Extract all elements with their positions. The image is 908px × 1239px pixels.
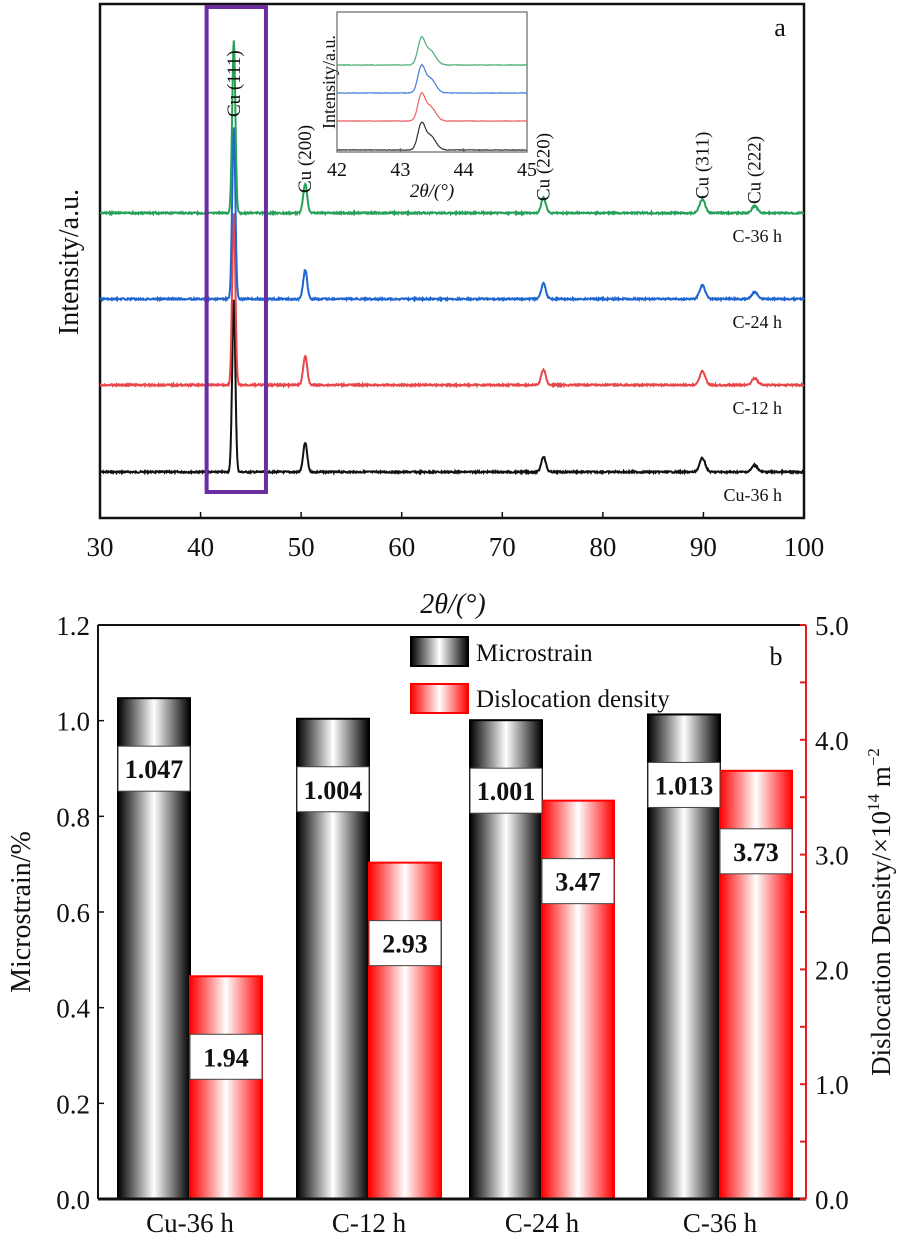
inset-plot: 42 43 44 45 Intensity/a.u. 2θ/(°) [319, 11, 537, 202]
right-y-ticks: 0.0 1.0 2.0 3.0 4.0 5.0 [800, 611, 849, 1215]
bar-panel: 1.047 1.94 1.004 2.93 1.001 3.47 1.013 3.73 0.0… [6, 611, 896, 1238]
category-label: Cu-36 h [146, 1208, 234, 1238]
peak-label: Cu (111) [224, 50, 245, 117]
inset-tick-label: 45 [517, 159, 537, 181]
peak-label: Cu (220) [534, 133, 555, 201]
legend: Microstrain Dislocation density [410, 636, 670, 714]
highlight-box-group [204, 5, 268, 494]
inset-tick-label: 43 [390, 159, 410, 181]
x-tick-label: 100 [784, 532, 825, 562]
inset-tick-label: 44 [454, 159, 474, 181]
left-tick-label: 0.6 [56, 898, 90, 928]
series-label: C-36 h [733, 226, 783, 246]
inset-trace [336, 63, 528, 95]
series-labels: Cu-36 h C-12 h C-24 h C-36 h [724, 226, 783, 505]
peak-label: Cu (222) [745, 136, 766, 204]
x-tick-label: 30 [87, 532, 114, 562]
data-label-box [368, 920, 442, 967]
xrd-panel: Cu (111) Cu (200) Cu (220) Cu (311) Cu (222)… [54, 2, 825, 620]
data-label-box [296, 766, 370, 813]
category-label: C-36 h [683, 1208, 758, 1238]
data-label-microstrain: 1.013 [655, 771, 714, 800]
bar-dislocation [368, 861, 442, 1200]
data-label-microstrain: 1.047 [125, 755, 184, 784]
panel-label-b: b [770, 642, 783, 671]
inset-traces [336, 36, 528, 152]
inset-trace [336, 91, 528, 123]
data-label-dislocation: 3.73 [733, 838, 779, 867]
xrd-y-axis-label: Intensity/a.u. [54, 189, 85, 335]
category-label: C-12 h [332, 1208, 407, 1238]
xrd-trace-c-36-h [99, 40, 805, 217]
x-tick-label: 80 [589, 532, 616, 562]
peak-label: Cu (311) [692, 132, 713, 199]
series-label: C-24 h [733, 312, 783, 332]
data-label-dislocation: 3.47 [555, 868, 601, 897]
x-tick-label: 60 [388, 532, 415, 562]
right-tick-label: 3.0 [815, 841, 849, 871]
data-label-microstrain: 1.001 [477, 777, 536, 806]
bar-marks: 1.047 1.94 1.004 2.93 1.001 3.47 1.013 3.73 [117, 697, 793, 1201]
series-label: Cu-36 h [724, 485, 783, 505]
inset-trace [336, 36, 528, 67]
inset-x-ticks: 42 43 44 45 [327, 148, 537, 181]
inset-y-axis-label: Intensity/a.u. [319, 35, 339, 129]
right-y-axis-label: Dislocation Density/×1014 m−2 [864, 748, 896, 1076]
data-label-dislocation: 2.93 [382, 930, 428, 959]
legend-swatch-microstrain [410, 636, 469, 667]
left-tick-label: 0.2 [56, 1089, 90, 1119]
category-label: C-24 h [505, 1208, 580, 1238]
xrd-traces [99, 40, 805, 477]
data-label-box [541, 858, 615, 905]
data-label-dislocation: 1.94 [203, 1043, 249, 1072]
category-labels: Cu-36 h C-12 h C-24 h C-36 h [146, 1208, 758, 1238]
left-y-axis-label: Microstrain/% [6, 831, 37, 993]
x-tick-label: 40 [187, 532, 214, 562]
x-tick-label: 50 [288, 532, 315, 562]
xrd-plot-frame [98, 2, 806, 520]
legend-label-dislocation: Dislocation density [476, 686, 670, 713]
bar-dislocation [189, 975, 263, 1201]
right-tick-label: 4.0 [815, 726, 849, 756]
legend-swatch-dislocation [410, 683, 469, 714]
xrd-x-ticks: 30 40 50 60 70 80 90 100 [87, 512, 825, 562]
legend-label-microstrain: Microstrain [476, 640, 593, 667]
inset-tick-label: 42 [327, 159, 347, 181]
inset-trace [336, 121, 528, 152]
inset-x-axis-label: 2θ/(°) [410, 181, 454, 202]
data-label-microstrain: 1.004 [304, 776, 363, 805]
x-tick-label: 90 [690, 532, 717, 562]
data-label-box [719, 828, 793, 875]
xrd-x-axis-label: 2θ/(°) [420, 589, 485, 620]
panel-label-a: a [774, 13, 786, 42]
inset-frame [336, 11, 528, 153]
highlight-box [204, 5, 268, 494]
left-tick-label: 0.8 [56, 802, 90, 832]
series-label: C-12 h [733, 398, 783, 418]
peak-label: Cu (200) [295, 125, 316, 193]
xrd-trace-cu-36-h [99, 299, 805, 477]
data-label-box [469, 767, 543, 814]
x-tick-label: 70 [489, 532, 516, 562]
left-tick-label: 0.4 [56, 994, 90, 1024]
left-tick-label: 0.0 [56, 1185, 90, 1215]
right-tick-label: 1.0 [815, 1070, 849, 1100]
right-tick-label: 2.0 [815, 955, 849, 985]
left-y-ticks: 0.0 0.2 0.4 0.6 0.8 1.0 1.2 [56, 611, 104, 1215]
xrd-trace-c-12-h [99, 213, 805, 390]
left-tick-label: 1.2 [56, 611, 90, 641]
data-label-box [647, 761, 721, 808]
right-tick-label: 0.0 [815, 1185, 849, 1215]
right-tick-label: 5.0 [815, 611, 849, 641]
left-tick-label: 1.0 [56, 707, 90, 737]
peak-labels: Cu (111) Cu (200) Cu (220) Cu (311) Cu (222) [224, 50, 766, 204]
data-label-box [117, 745, 191, 792]
data-label-box [189, 1033, 263, 1080]
xrd-trace-c-24-h [99, 127, 805, 304]
